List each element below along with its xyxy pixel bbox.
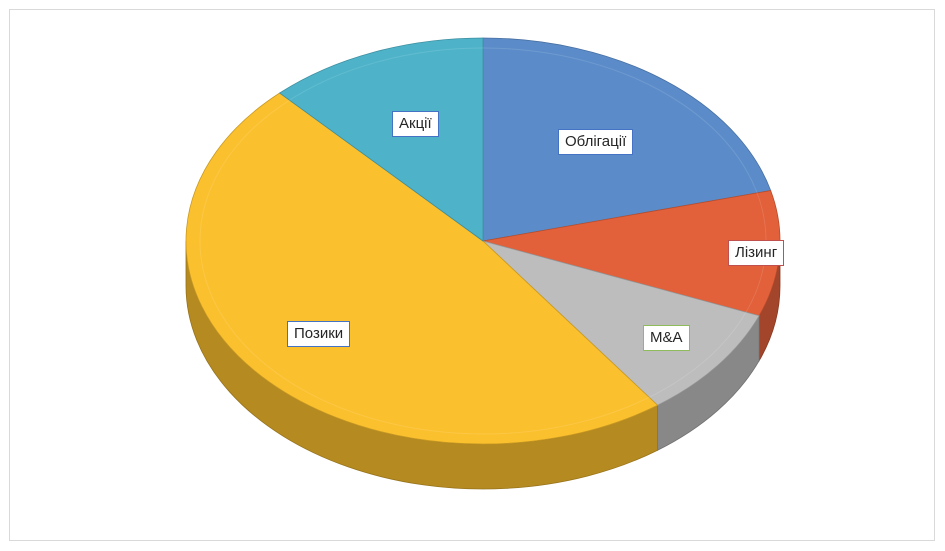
data-label-leasing: Лізинг [728,240,785,266]
data-label-loans: Позики [287,321,351,347]
pie-slice-loans[interactable] [185,92,659,445]
pie-top [185,37,781,445]
data-label-m-and-a: M&A [643,325,690,351]
pie-slice-m-and-a[interactable] [482,240,760,406]
chart-area: Облігації Лізинг M&A Позики Акції [9,9,935,541]
pie-chart [185,37,781,490]
pie-slice-shares[interactable] [278,37,484,242]
data-label-bonds: Облігації [558,129,634,155]
data-label-shares: Акції [392,111,439,137]
